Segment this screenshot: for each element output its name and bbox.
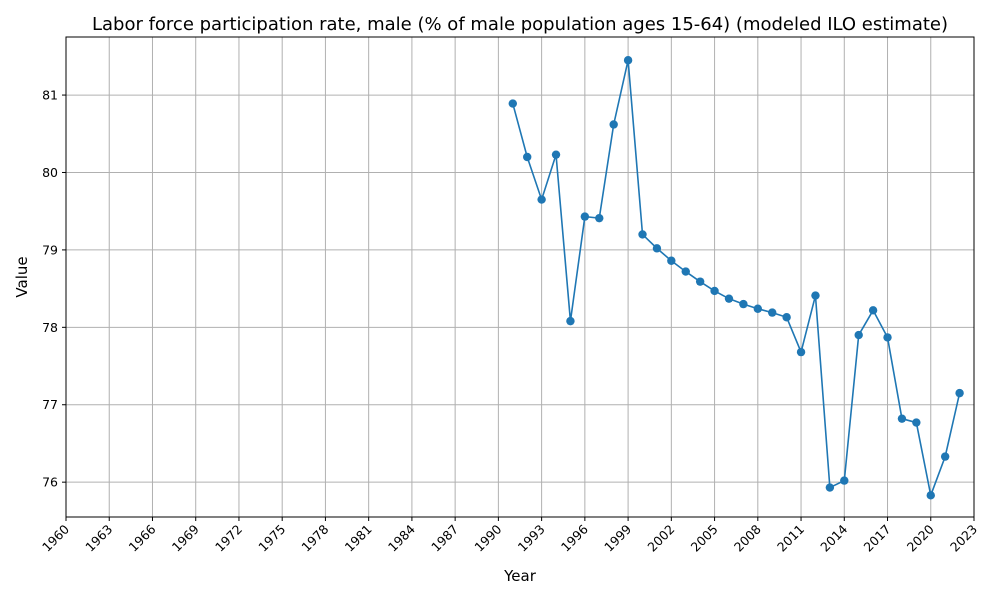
data-points bbox=[508, 56, 964, 500]
y-tick-label: 81 bbox=[42, 88, 58, 103]
data-point bbox=[595, 213, 604, 223]
x-tick-label: 2011 bbox=[774, 522, 807, 555]
data-point bbox=[926, 491, 935, 500]
x-tick-label: 2014 bbox=[817, 521, 850, 554]
data-point bbox=[912, 418, 921, 427]
data-point bbox=[868, 306, 878, 315]
series-line bbox=[512, 60, 961, 499]
data-point bbox=[897, 414, 907, 423]
data-point bbox=[609, 120, 618, 129]
y-tick-label: 80 bbox=[42, 165, 58, 180]
x-tick-label: 1999 bbox=[601, 521, 634, 554]
x-tick-label: 2002 bbox=[644, 522, 677, 555]
x-tick-label: 2008 bbox=[731, 521, 764, 554]
x-tick-label: 1972 bbox=[212, 522, 245, 555]
y-tick-label: 78 bbox=[42, 320, 58, 335]
x-tick-label: 1981 bbox=[342, 522, 375, 555]
chart-title: Labor force participation rate, male (% … bbox=[92, 14, 948, 35]
x-tick-label: 2005 bbox=[688, 522, 721, 555]
x-axis-label: Year bbox=[503, 567, 537, 585]
data-point bbox=[652, 244, 662, 253]
x-tick-label: 1966 bbox=[125, 521, 158, 554]
data-point bbox=[695, 277, 705, 286]
data-point bbox=[796, 347, 806, 357]
data-point bbox=[681, 267, 690, 276]
x-tick-label: 2023 bbox=[947, 522, 980, 555]
x-tick-label: 1978 bbox=[298, 521, 331, 554]
data-point bbox=[667, 256, 676, 265]
y-tick-label: 77 bbox=[42, 397, 58, 412]
y-tick-label: 79 bbox=[42, 242, 58, 257]
y-axis-label: Value bbox=[13, 256, 31, 297]
data-point bbox=[840, 476, 849, 485]
grid bbox=[65, 37, 975, 517]
data-point bbox=[854, 330, 863, 340]
axis-ticks: 1960 1963 1966 1969 1972 1975 1978 1981 1984 1987… bbox=[39, 88, 980, 555]
data-point bbox=[940, 452, 950, 461]
data-point bbox=[508, 99, 517, 108]
plot-frame bbox=[65, 36, 975, 518]
x-tick-label: 1993 bbox=[515, 522, 548, 555]
x-tick-label: 1969 bbox=[169, 521, 202, 554]
y-tick-label: 76 bbox=[42, 475, 58, 490]
data-point bbox=[883, 333, 892, 342]
x-tick-label: 1960 bbox=[39, 521, 72, 554]
data-point bbox=[580, 212, 590, 221]
data-point bbox=[753, 304, 763, 313]
data-point bbox=[768, 308, 777, 317]
data-point bbox=[782, 313, 791, 322]
x-tick-label: 1996 bbox=[558, 521, 591, 554]
data-point bbox=[638, 230, 647, 239]
data-point bbox=[739, 299, 748, 309]
data-point bbox=[710, 286, 719, 296]
x-tick-label: 1963 bbox=[82, 522, 115, 555]
data-point bbox=[537, 195, 546, 204]
x-tick-label: 1987 bbox=[428, 522, 461, 555]
data-point bbox=[551, 150, 561, 159]
x-tick-label: 2017 bbox=[861, 522, 894, 555]
data-point bbox=[724, 294, 734, 303]
x-tick-label: 1984 bbox=[385, 521, 418, 554]
x-tick-label: 1975 bbox=[255, 522, 288, 555]
x-tick-label: 2020 bbox=[904, 521, 937, 554]
data-point bbox=[825, 483, 835, 492]
data-point bbox=[811, 291, 820, 300]
x-tick-label: 1990 bbox=[471, 521, 504, 554]
data-point bbox=[523, 152, 532, 162]
data-point bbox=[623, 56, 633, 65]
data-point bbox=[566, 316, 575, 326]
data-point bbox=[955, 388, 964, 398]
